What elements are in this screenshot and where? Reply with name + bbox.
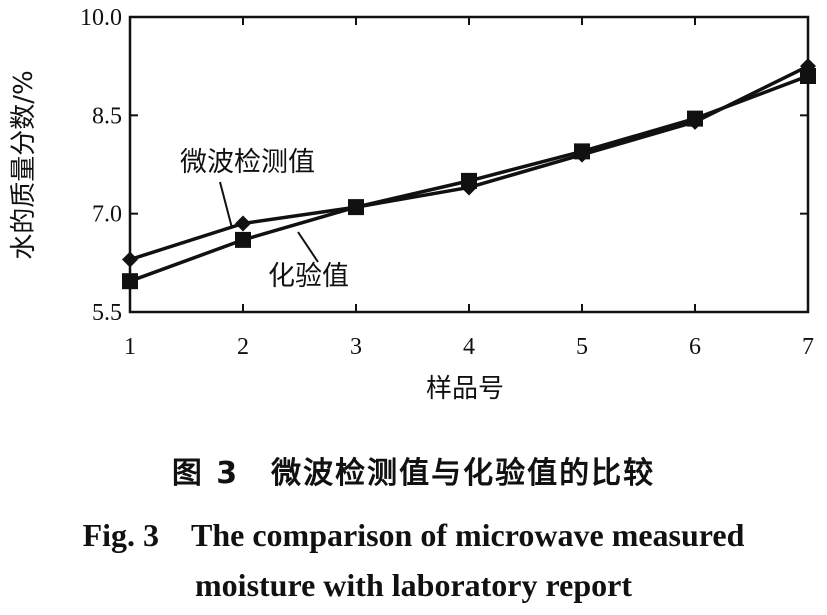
data-point-lab [574,143,590,160]
x-tick-label: 2 [237,334,249,360]
data-point-microwave [122,251,138,268]
data-point-lab [687,110,703,127]
annotation-lab: 化验值 [268,261,349,292]
data-point-lab [800,68,816,84]
x-tick-label: 3 [350,334,362,360]
x-tick-label: 5 [576,334,588,360]
y-axis-label: 水的质量分数/% [9,70,39,259]
annotation-leader-lab [297,231,319,263]
data-point-lab [348,199,364,216]
series-lines [122,58,816,290]
annotation-microwave: 微波检测值 [180,147,315,178]
series-annotations: 微波检测值 化验值 [180,147,349,292]
x-axis-ticks: 1 2 3 4 5 6 7 [124,17,814,360]
data-point-lab [122,273,138,290]
moisture-comparison-chart: 5.5 7.0 8.5 10.0 1 2 3 4 5 6 7 水的质量分数/% 样品号 微波检测值… [9,5,816,404]
y-tick-label: 5.5 [92,300,122,326]
data-point-lab [235,231,251,248]
annotation-leader-microwave [219,181,233,229]
x-tick-label: 7 [802,334,814,360]
x-tick-label: 1 [124,334,136,360]
figure-caption-english-line1: Fig. 3 The comparison of microwave measu… [82,517,745,553]
axis-labels: 水的质量分数/% 样品号 [9,70,504,404]
y-tick-label: 8.5 [92,103,122,129]
figure-caption-english-line2: moisture with laboratory report [195,567,632,603]
figure-caption-chinese: 图 3 微波检测值与化验值的比较 [171,456,656,491]
y-axis-ticks: 5.5 7.0 8.5 10.0 [80,5,808,326]
x-tick-label: 6 [689,334,701,360]
data-point-lab [461,172,477,189]
x-tick-label: 4 [463,334,475,360]
y-tick-label: 7.0 [92,202,122,228]
x-axis-label: 样品号 [426,374,504,404]
y-tick-label: 10.0 [80,5,122,31]
data-point-microwave [235,215,251,232]
